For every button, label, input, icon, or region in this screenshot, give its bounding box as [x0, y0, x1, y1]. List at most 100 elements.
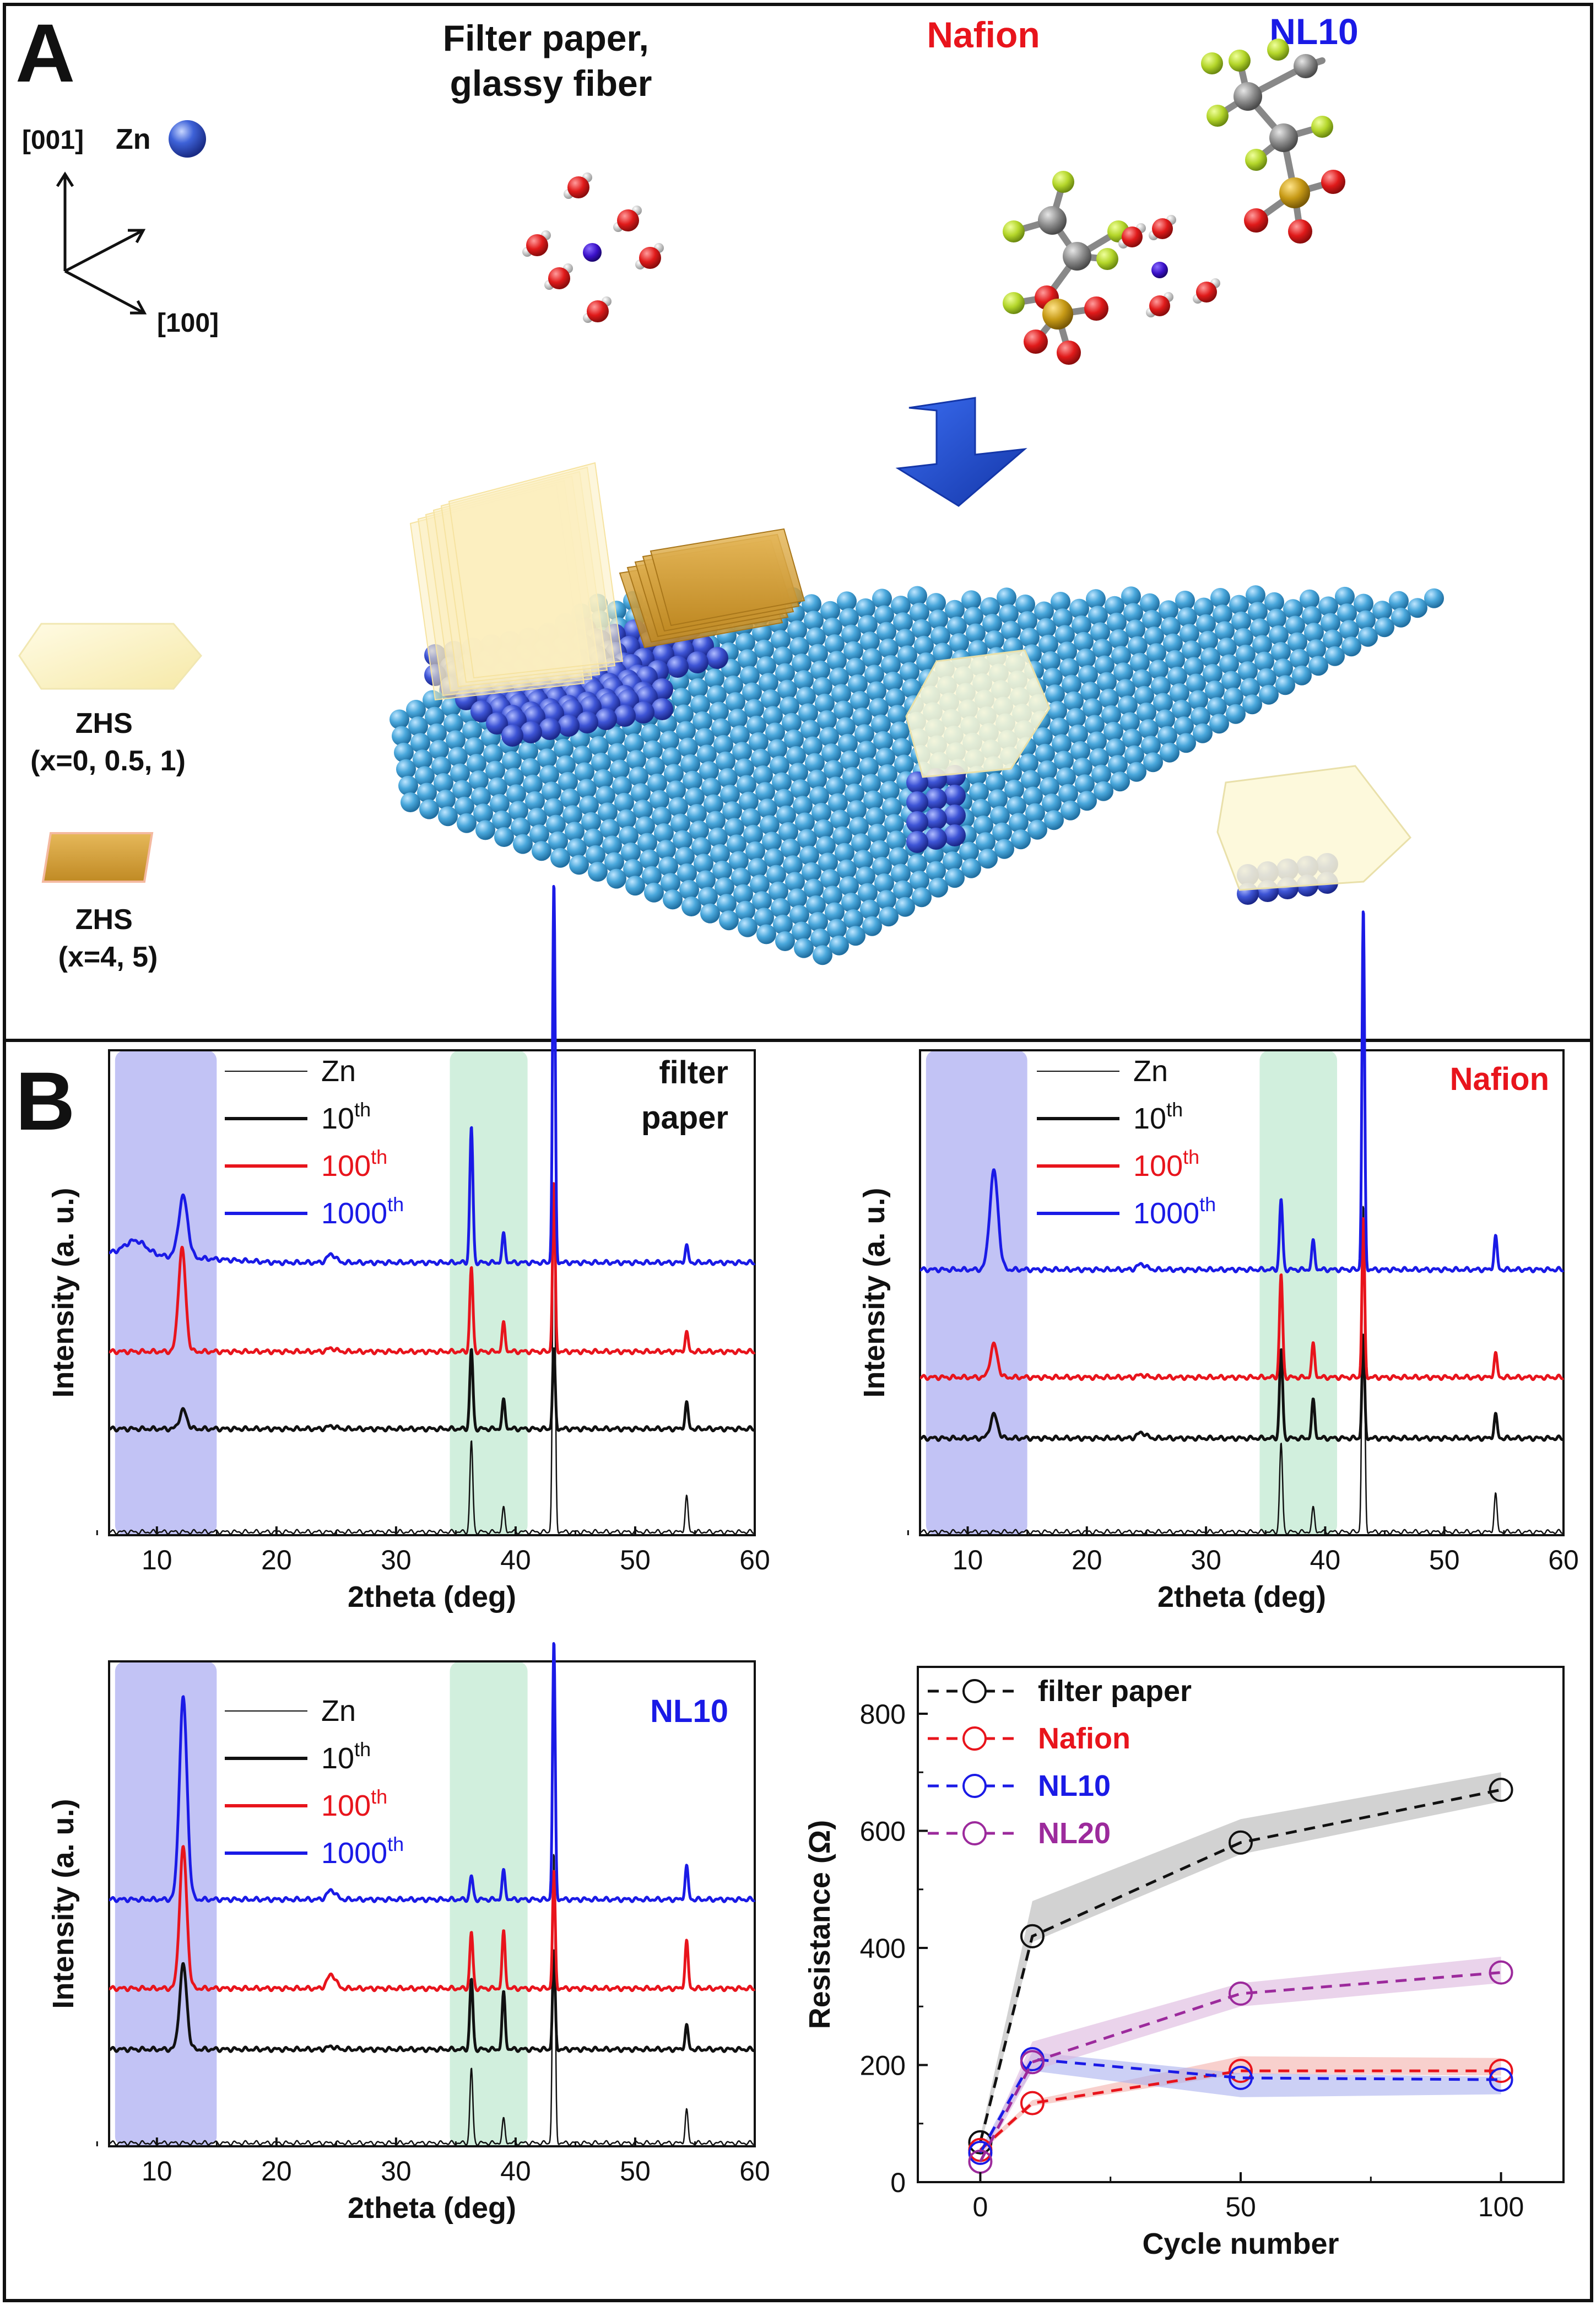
zn-atom	[802, 594, 821, 614]
zn-atom	[654, 823, 674, 843]
zn-atom	[726, 692, 745, 712]
zn-atom	[727, 834, 746, 855]
zn-atom	[1053, 608, 1073, 629]
zn-atom	[1085, 715, 1105, 735]
zn-atom	[789, 636, 809, 657]
legend-label: 10th	[321, 1738, 371, 1775]
zn-atom	[857, 741, 877, 761]
panel-b-frame	[3, 1039, 1593, 2302]
zn-atom	[892, 738, 912, 758]
zn-atom	[562, 805, 582, 825]
zn-atom	[711, 718, 731, 738]
zn-atom	[398, 775, 418, 796]
zn-deposit-atom	[539, 718, 561, 740]
zn-atom	[831, 684, 851, 704]
y-axis-title: Intensity (a. u.)	[47, 1187, 80, 1397]
highlight-band-zn-peaks	[1259, 1050, 1338, 1535]
zn-atom	[410, 733, 430, 753]
zn-atom	[789, 905, 809, 925]
zn-atom	[1271, 642, 1291, 662]
zn-atom	[1072, 615, 1091, 635]
zn-atom	[1356, 610, 1376, 630]
zn-atom	[800, 720, 820, 740]
plot-frame	[108, 1660, 756, 2147]
zn-atom	[1151, 676, 1171, 697]
zn-atom	[832, 826, 852, 846]
zn-atom	[838, 733, 858, 754]
legend-label: 100th	[1133, 1146, 1199, 1183]
zn-atom	[389, 709, 409, 730]
zn-atom	[891, 596, 911, 616]
legend-label: 1000th	[321, 1833, 404, 1870]
zn-atom	[1231, 611, 1251, 631]
zn-atom	[797, 829, 817, 849]
zn-atom	[624, 733, 644, 753]
series-line-100th	[919, 1217, 1565, 1381]
zn-atom	[845, 783, 864, 803]
zn-atom	[799, 845, 819, 866]
zn-atom	[872, 589, 892, 609]
zn-atom	[982, 613, 1002, 634]
zn-atom	[455, 796, 474, 817]
zn-atom	[889, 847, 908, 867]
zn-atom	[978, 849, 998, 869]
data-point-NL20	[1489, 1960, 1513, 1985]
zn-atom	[473, 803, 493, 824]
zn-atom	[723, 675, 743, 695]
zn-atom	[804, 878, 824, 899]
zn-atom	[776, 805, 796, 825]
zn-atom	[1128, 636, 1148, 656]
atom	[1063, 242, 1091, 271]
zn-atom	[527, 808, 547, 828]
zn-atom	[877, 890, 896, 910]
x-tick-label: 60	[739, 2156, 770, 2187]
zn-atom	[1191, 706, 1210, 727]
zn-atom	[1186, 673, 1206, 694]
oxygen-atom	[639, 247, 661, 269]
zn-atom	[753, 765, 773, 785]
zn-atom	[1049, 717, 1069, 738]
zn-atom	[1080, 682, 1100, 702]
zn-atom	[769, 881, 788, 902]
zn-atom	[1043, 667, 1063, 688]
zn-atom	[1143, 752, 1163, 773]
zn-atom	[733, 884, 753, 904]
zn-atom	[697, 744, 717, 765]
xrd-chart-nafion: 10 20 30 40 50 60 2theta (deg) Intensity (a. u.…	[858, 910, 1579, 1613]
zn-atom	[631, 783, 651, 803]
zhs-parallelogram-legend-icon	[41, 832, 154, 883]
zn-atom	[1242, 694, 1262, 715]
zn-atom	[1149, 660, 1168, 680]
zn-atom	[658, 856, 678, 877]
oxygen-atom	[1122, 226, 1143, 247]
zn-atom	[926, 593, 946, 613]
zn-atom	[1257, 668, 1276, 688]
zn-atom	[787, 620, 807, 640]
chart-title: paper	[641, 1100, 728, 1136]
zn-atom	[467, 754, 486, 774]
zn-atom	[839, 876, 859, 896]
zn-atom	[916, 652, 936, 672]
zn-atom	[633, 800, 653, 820]
zn-atom	[572, 746, 592, 766]
zn-atom	[1188, 690, 1208, 710]
zn-atom	[895, 629, 915, 649]
zn-atom	[623, 859, 643, 879]
oxygen-atom	[1149, 295, 1170, 316]
zn-atom	[852, 708, 872, 727]
zn-atom	[841, 624, 861, 645]
zn-atom	[744, 699, 764, 719]
zn-atom	[775, 663, 795, 683]
zn-atom	[1200, 647, 1220, 667]
zn-atom	[990, 806, 1010, 826]
zn-atom	[1088, 606, 1108, 626]
zn-atom	[699, 761, 719, 781]
series-line-10th	[108, 1949, 756, 2053]
highlight-band-low-angle	[115, 1661, 217, 2146]
zn-atom	[1061, 800, 1080, 820]
zn-atom	[864, 665, 884, 685]
zn-atom	[1389, 591, 1409, 611]
zn-atom	[1083, 698, 1102, 719]
zn-atom	[678, 737, 698, 758]
zn-atom	[928, 609, 948, 630]
